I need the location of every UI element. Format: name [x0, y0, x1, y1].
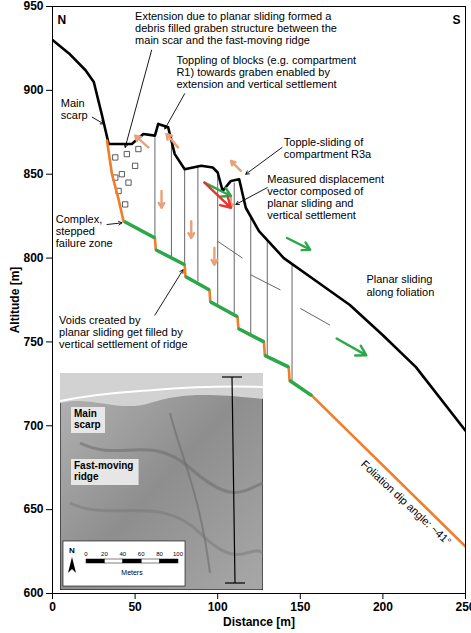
svg-text:150: 150: [290, 600, 310, 614]
svg-text:Mainscarp: Mainscarp: [61, 97, 88, 121]
svg-text:Topple-sliding ofcompartment R: Topple-sliding ofcompartment R3a: [284, 136, 372, 160]
svg-text:Voids created byplanar sliding: Voids created byplanar sliding get fille…: [59, 314, 187, 350]
svg-text:Fast-movingridge: Fast-movingridge: [74, 460, 133, 482]
svg-text:100: 100: [208, 600, 228, 614]
svg-text:Altitude [m]: Altitude [m]: [8, 267, 22, 334]
svg-text:Meters: Meters: [121, 569, 143, 576]
svg-text:Mainscarp: Mainscarp: [74, 408, 101, 430]
svg-text:100: 100: [173, 551, 184, 557]
svg-text:80: 80: [156, 551, 163, 557]
svg-text:700: 700: [23, 419, 43, 433]
svg-text:850: 850: [23, 167, 43, 181]
svg-text:600: 600: [23, 586, 43, 600]
svg-text:250: 250: [455, 600, 471, 614]
svg-text:950: 950: [23, 0, 43, 13]
svg-text:20: 20: [101, 551, 108, 557]
svg-text:0: 0: [84, 551, 88, 557]
svg-text:40: 40: [119, 551, 126, 557]
svg-text:200: 200: [373, 600, 393, 614]
svg-text:Complex,steppedfailure zone: Complex,steppedfailure zone: [56, 213, 113, 249]
svg-text:Planar slidingalong foliation: Planar slidingalong foliation: [366, 273, 434, 297]
svg-text:650: 650: [23, 502, 43, 516]
svg-text:60: 60: [138, 551, 145, 557]
svg-text:Distance [m]: Distance [m]: [223, 615, 295, 629]
svg-text:Foliation dip angle: ~41°: Foliation dip angle: ~41°: [359, 458, 454, 548]
svg-text:900: 900: [23, 83, 43, 97]
svg-text:50: 50: [128, 600, 142, 614]
svg-text:N: N: [58, 13, 67, 27]
svg-text:Measured displacementvector co: Measured displacementvector composed ofp…: [267, 173, 384, 221]
svg-text:0: 0: [49, 600, 56, 614]
svg-text:Toppling of blocks (e.g. compa: Toppling of blocks (e.g. compartmentR1) …: [176, 54, 356, 90]
svg-text:750: 750: [23, 335, 43, 349]
svg-text:N: N: [69, 546, 75, 555]
svg-text:800: 800: [23, 251, 43, 265]
svg-text:S: S: [452, 13, 460, 27]
svg-text:Extension due to planar slidin: Extension due to planar sliding formed a…: [135, 10, 337, 46]
